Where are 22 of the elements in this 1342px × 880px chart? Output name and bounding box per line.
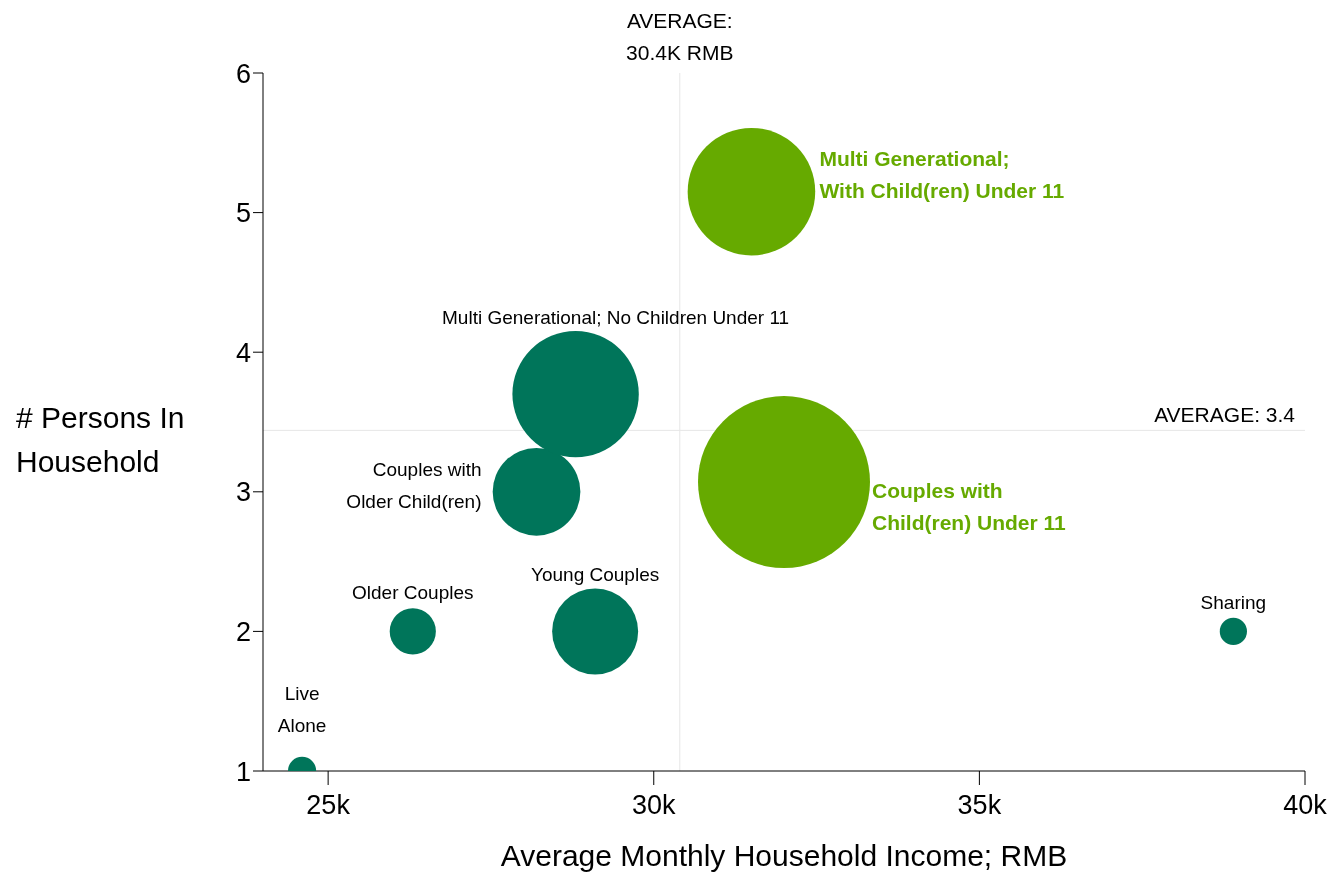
series-label: Couples with Older Child(ren)	[346, 458, 482, 512]
y-tick-label: 6	[235, 58, 251, 89]
y-tick-label: 2	[235, 616, 251, 647]
x-tick-label: 30k	[631, 790, 677, 821]
series-label: Young Couples	[531, 564, 660, 586]
series-label: Live Alone	[277, 683, 327, 736]
series-label: Sharing	[1200, 592, 1267, 614]
x-axis-title: Average Monthly Household Income; RMB	[500, 839, 1068, 872]
series-label: Older Couples	[352, 582, 474, 604]
y-tick-label: 3	[235, 477, 251, 508]
y-tick-label: 4	[235, 337, 251, 368]
series-label: Couples with Child(ren) Under 11	[872, 479, 1067, 535]
x-tick-label: 40k	[1283, 790, 1328, 821]
y-tick-label: 1	[235, 756, 251, 787]
series-label: Multi Generational; With Child(ren) Under 11	[819, 146, 1065, 202]
x-tick-label: 25k	[306, 790, 351, 821]
x-tick-label: 35k	[957, 790, 1002, 821]
ref-line-label: AVERAGE: 30.4K RMB	[626, 9, 734, 64]
y-tick-label: 5	[235, 198, 251, 229]
series-label: Multi Generational; No Children Under 11	[442, 307, 790, 329]
y-axis-title: # Persons In Household	[16, 400, 186, 480]
ref-line-label: AVERAGE: 3.4	[1154, 403, 1296, 427]
